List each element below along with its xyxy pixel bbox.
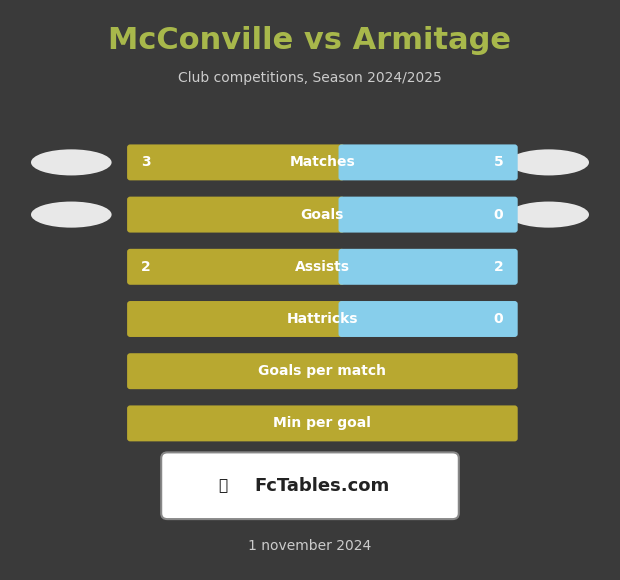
Text: FcTables.com: FcTables.com	[255, 477, 390, 495]
Text: Assists: Assists	[295, 260, 350, 274]
Ellipse shape	[508, 150, 589, 176]
Text: Hattricks: Hattricks	[286, 312, 358, 326]
Text: 📈: 📈	[219, 478, 228, 494]
Text: 5: 5	[494, 155, 503, 169]
Text: 2: 2	[494, 260, 503, 274]
Text: 0: 0	[494, 312, 503, 326]
FancyBboxPatch shape	[127, 301, 345, 337]
Text: Club competitions, Season 2024/2025: Club competitions, Season 2024/2025	[178, 71, 442, 85]
Text: 1 november 2024: 1 november 2024	[249, 539, 371, 553]
Text: McConville vs Armitage: McConville vs Armitage	[108, 26, 511, 55]
FancyBboxPatch shape	[127, 249, 345, 285]
FancyBboxPatch shape	[339, 144, 518, 180]
FancyBboxPatch shape	[127, 353, 518, 389]
Text: 2: 2	[141, 260, 151, 274]
Text: 3: 3	[141, 155, 151, 169]
FancyBboxPatch shape	[127, 405, 518, 441]
Ellipse shape	[31, 150, 112, 176]
Ellipse shape	[31, 201, 112, 228]
FancyBboxPatch shape	[161, 452, 459, 519]
Text: Goals: Goals	[301, 208, 344, 222]
FancyBboxPatch shape	[339, 197, 518, 233]
Text: Matches: Matches	[290, 155, 355, 169]
FancyBboxPatch shape	[339, 301, 518, 337]
Text: Min per goal: Min per goal	[273, 416, 371, 430]
Text: 0: 0	[494, 208, 503, 222]
Text: Goals per match: Goals per match	[259, 364, 386, 378]
FancyBboxPatch shape	[127, 197, 345, 233]
FancyBboxPatch shape	[339, 249, 518, 285]
Ellipse shape	[508, 201, 589, 228]
FancyBboxPatch shape	[127, 144, 345, 180]
